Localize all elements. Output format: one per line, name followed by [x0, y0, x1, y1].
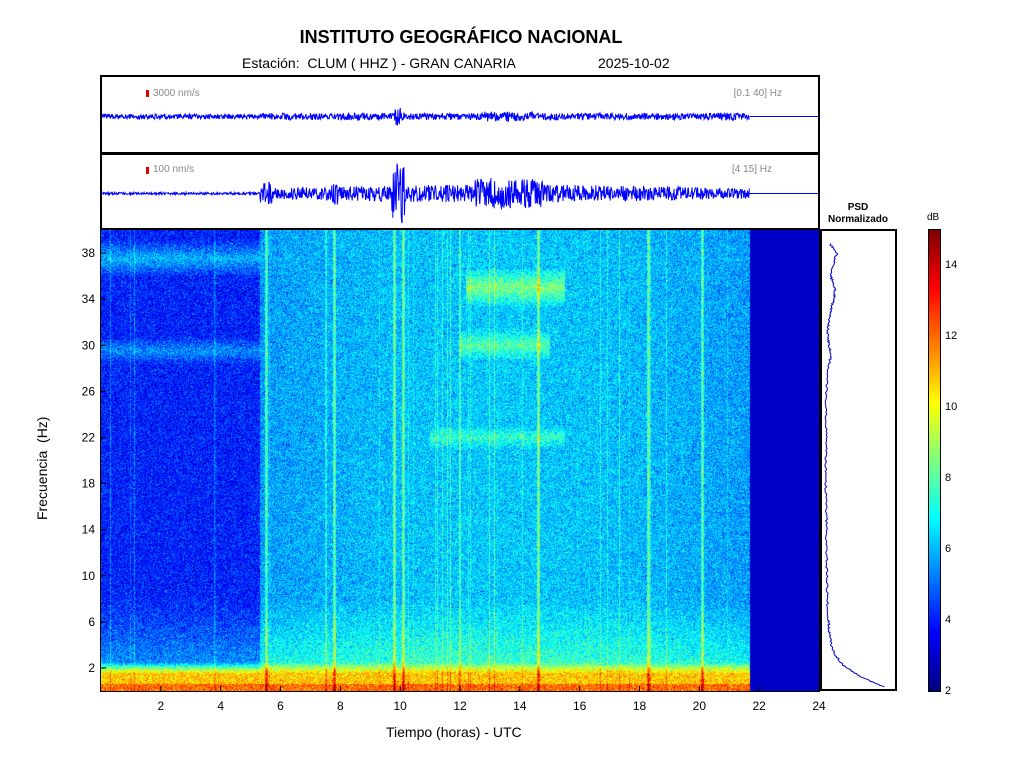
spectrogram-frame [100, 229, 820, 692]
x-tick-label: 16 [573, 699, 587, 713]
colorbar-tick-label: 6 [945, 543, 952, 556]
date-label: 2025-10-02 [598, 55, 670, 71]
y-tick-label: 2 [88, 661, 95, 675]
trace-band-label: [0.1 40] Hz [733, 88, 782, 99]
psd-title: PSD Normalizado [818, 202, 898, 226]
y-tick-label: 38 [82, 246, 96, 260]
colorbar-tick-label: 10 [945, 401, 958, 414]
station-label: Estación: CLUM ( HHZ ) - GRAN CANARIA [242, 55, 516, 71]
trace-scale-label: 3000 nm/s [153, 88, 200, 99]
seismic-trace-broadband [101, 107, 818, 126]
scale-bar-icon [146, 167, 149, 174]
x-axis-label: Tiempo (horas) - UTC [386, 724, 522, 740]
y-tick-label: 30 [82, 338, 96, 352]
y-tick-label: 14 [82, 523, 96, 537]
chart-title: INSTITUTO GEOGRÁFICO NACIONAL [299, 27, 623, 47]
y-axis-label: Frecuencia (Hz) [34, 416, 50, 520]
trace-waveform [101, 163, 750, 224]
x-tick-label: 2 [157, 699, 164, 713]
x-tick-label: 22 [752, 699, 766, 713]
x-tick-label: 12 [453, 699, 467, 713]
colorbar [929, 230, 940, 691]
x-tick-label: 18 [633, 699, 647, 713]
y-tick-label: 10 [82, 569, 96, 583]
trace-scale-label: 100 nm/s [153, 164, 195, 175]
colorbar-tick-label: 8 [945, 472, 952, 485]
psd-title-line1: PSD [847, 202, 869, 213]
colorbar-tick-label: 2 [945, 685, 952, 697]
x-tick-label: 20 [693, 699, 707, 713]
psd-line [824, 243, 885, 688]
x-tick-label: 6 [277, 699, 284, 713]
trace-band-label: [4 15] Hz [731, 164, 772, 175]
x-tick-label: 8 [337, 699, 344, 713]
colorbar-frame [928, 229, 941, 692]
psd-curve [824, 243, 885, 688]
spectrogram-heatmap [101, 230, 819, 691]
y-tick-label: 26 [82, 384, 96, 398]
scale-bar-icon [146, 90, 149, 97]
colorbar-tick-label: 14 [945, 259, 958, 272]
seismic-trace-filtered [101, 163, 818, 224]
trace-waveform [101, 107, 750, 126]
colorbar-tick-label: 12 [945, 330, 958, 343]
y-tick-label: 6 [88, 615, 95, 629]
y-tick-label: 34 [82, 292, 96, 306]
y-tick-label: 22 [82, 430, 96, 444]
colorbar-tick-label: 4 [945, 614, 952, 627]
x-tick-label: 4 [217, 699, 224, 713]
y-tick-label: 18 [82, 477, 96, 491]
psd-panel [820, 229, 897, 691]
psd-title-line2: Normalizado [827, 214, 888, 225]
colorbar-label: dB [927, 212, 940, 223]
x-tick-label: 10 [393, 699, 407, 713]
x-tick-label: 24 [812, 699, 826, 713]
x-tick-label: 14 [513, 699, 527, 713]
